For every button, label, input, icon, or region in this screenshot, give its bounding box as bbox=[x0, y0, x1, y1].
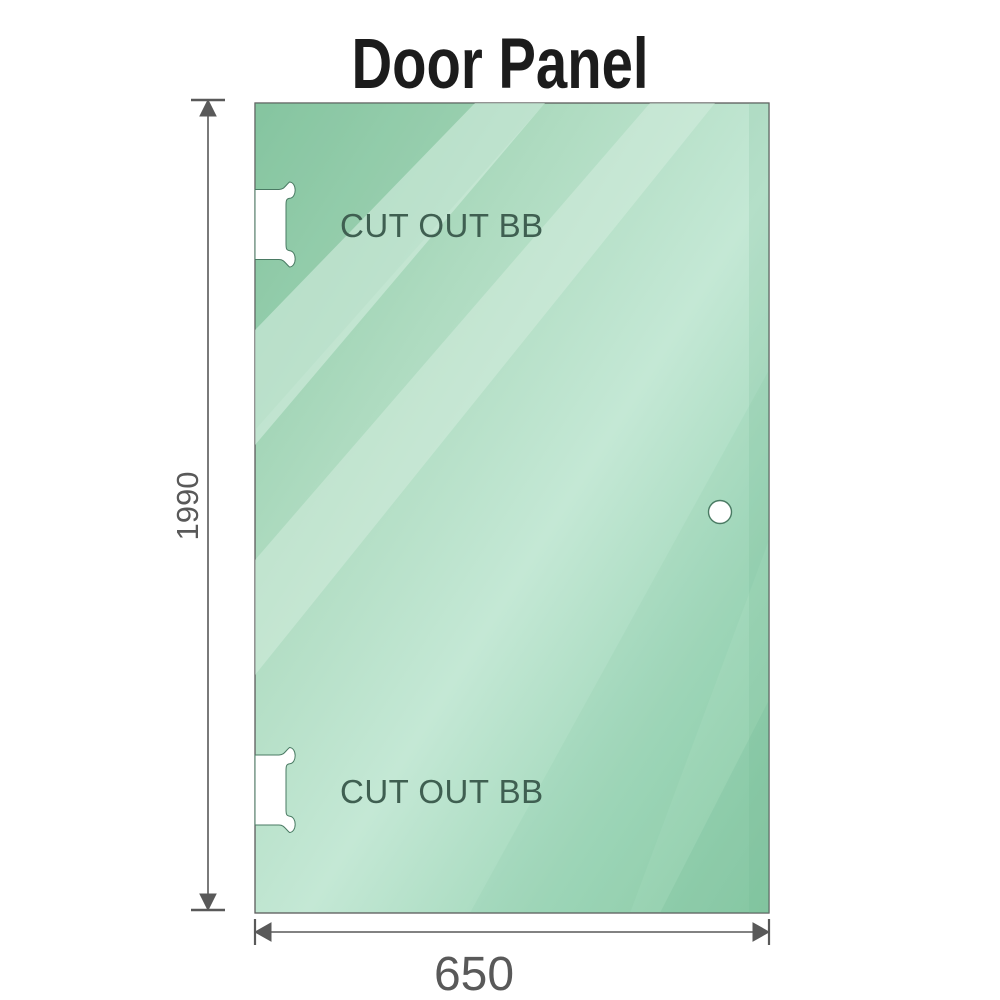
svg-text:CUT OUT BB: CUT OUT BB bbox=[340, 207, 544, 244]
svg-text:650: 650 bbox=[434, 948, 514, 1000]
svg-text:1990: 1990 bbox=[170, 472, 205, 541]
svg-text:CUT OUT BB: CUT OUT BB bbox=[340, 773, 544, 810]
svg-text:Door Panel: Door Panel bbox=[352, 25, 649, 104]
